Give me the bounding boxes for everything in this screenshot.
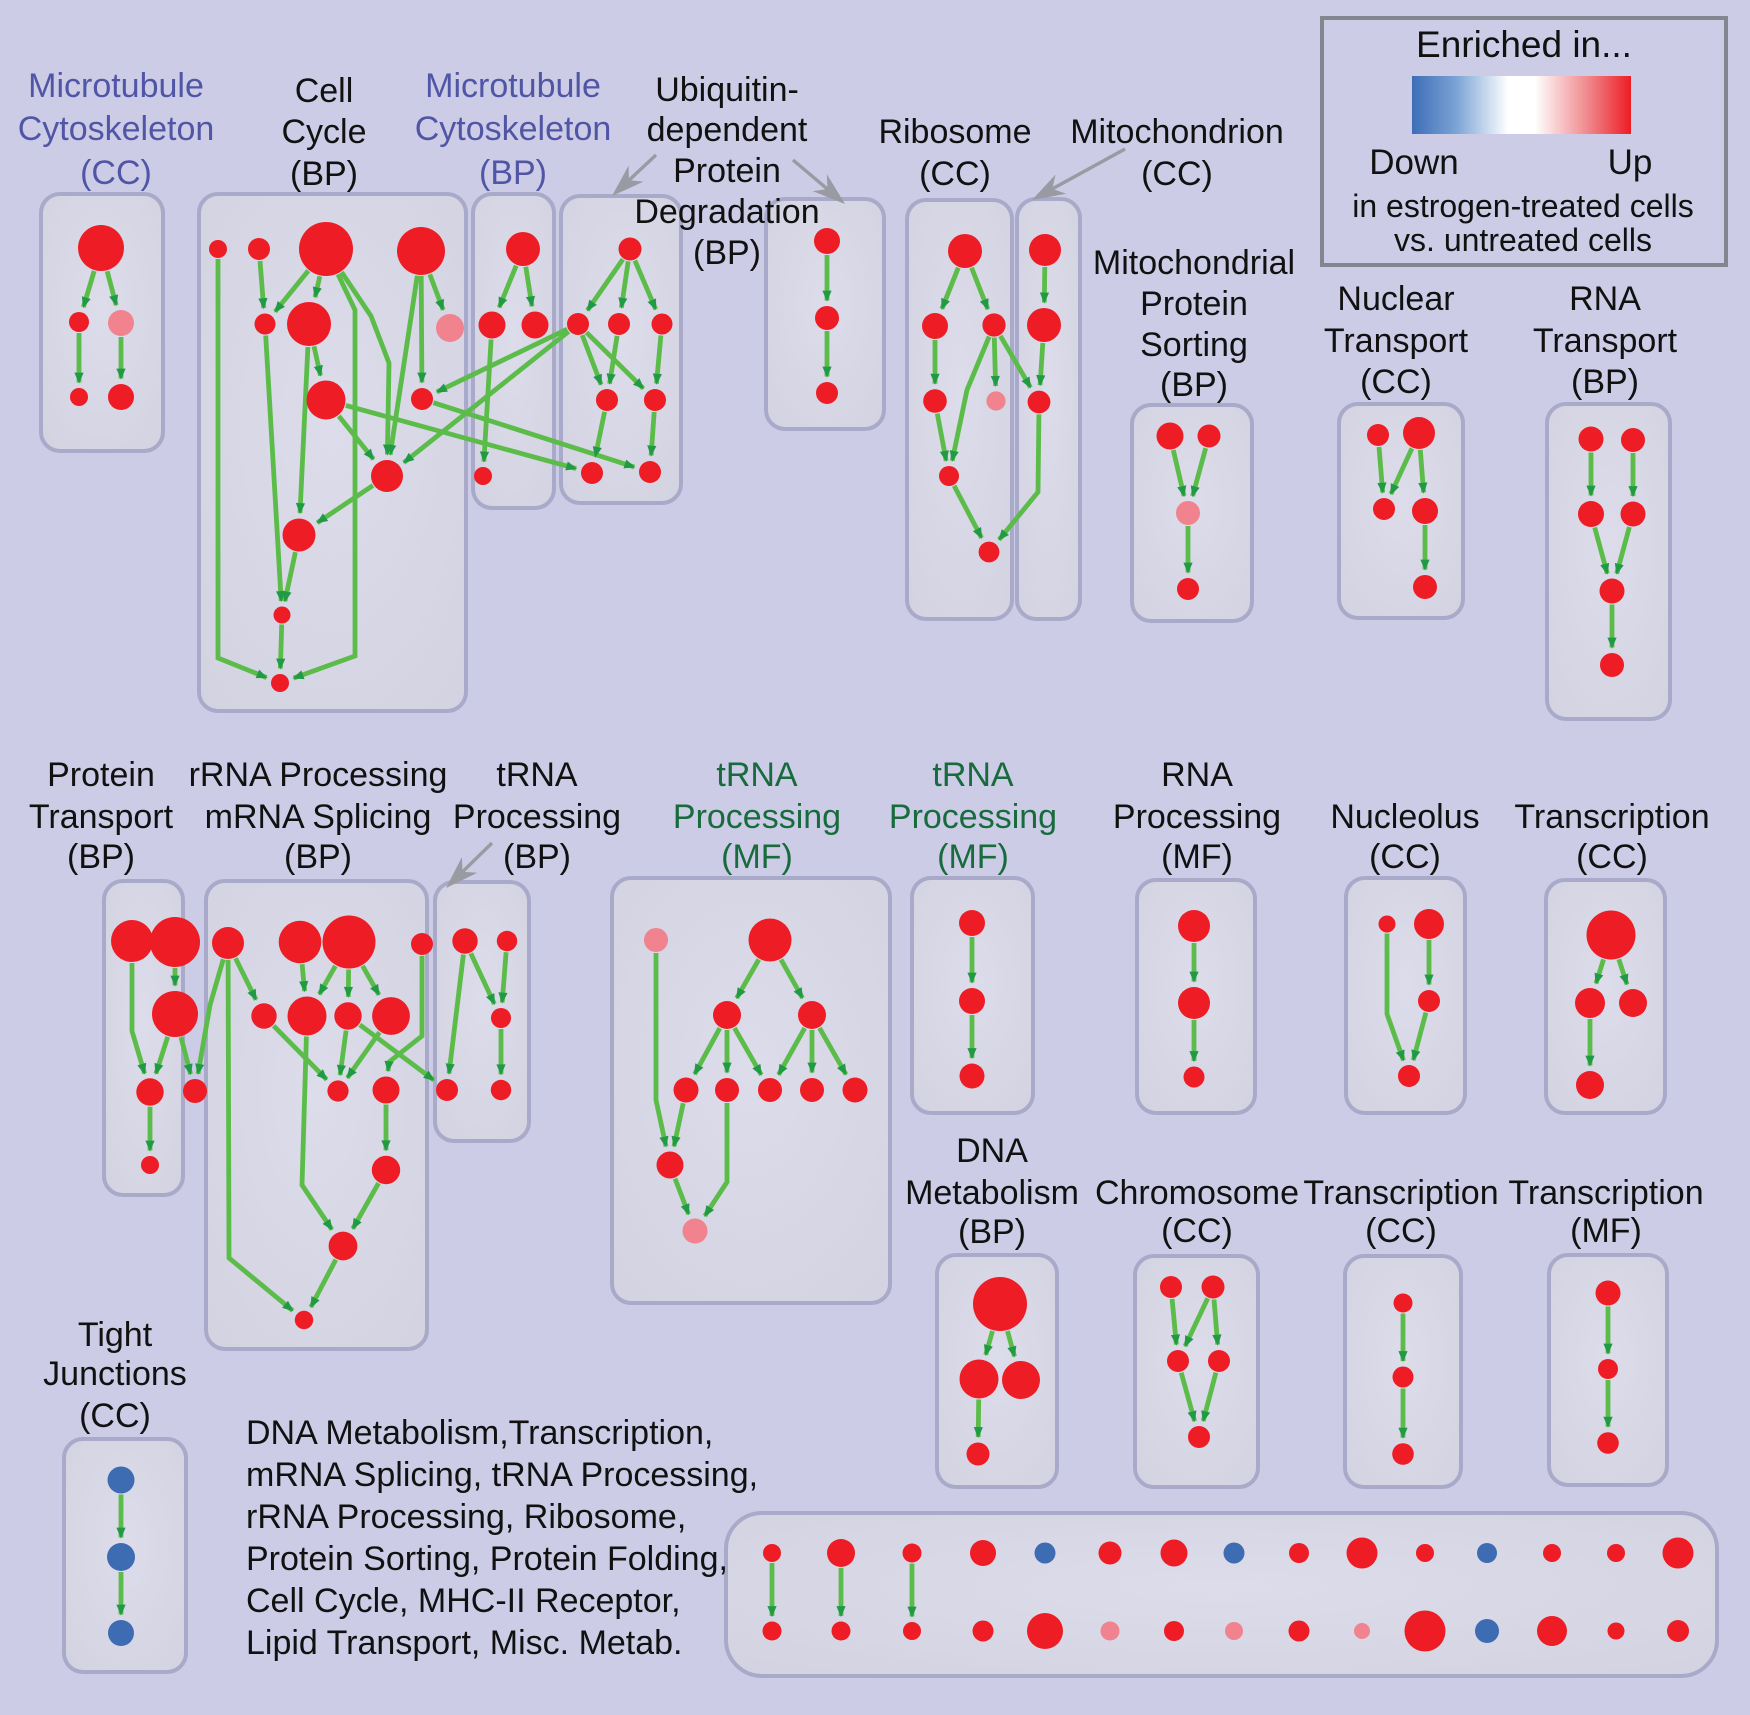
- svg-text:Nucleolus: Nucleolus: [1330, 798, 1479, 836]
- svg-text:(BP): (BP): [693, 234, 761, 272]
- svg-text:(CC): (CC): [1369, 838, 1441, 876]
- svg-text:Sorting: Sorting: [1140, 326, 1248, 364]
- svg-text:(BP): (BP): [1160, 366, 1228, 404]
- svg-text:Ribosome: Ribosome: [878, 113, 1031, 151]
- svg-text:Transcription: Transcription: [1508, 1174, 1703, 1212]
- svg-text:(BP): (BP): [67, 838, 135, 876]
- svg-text:Down: Down: [1369, 143, 1458, 182]
- svg-text:(CC): (CC): [919, 155, 991, 193]
- svg-text:(BP): (BP): [1571, 363, 1639, 401]
- svg-text:(BP): (BP): [958, 1213, 1026, 1251]
- svg-text:Microtubule: Microtubule: [28, 67, 204, 105]
- svg-text:Degradation: Degradation: [634, 193, 819, 231]
- svg-text:(BP): (BP): [284, 838, 352, 876]
- svg-text:Ubiquitin-: Ubiquitin-: [655, 71, 799, 109]
- svg-text:(CC): (CC): [1161, 1212, 1233, 1250]
- svg-text:(BP): (BP): [479, 154, 547, 192]
- svg-text:Tight: Tight: [78, 1316, 153, 1354]
- svg-text:Chromosome: Chromosome: [1095, 1174, 1299, 1212]
- svg-text:Processing: Processing: [673, 798, 841, 836]
- svg-text:DNA Metabolism,Transcription,: DNA Metabolism,Transcription,: [246, 1414, 713, 1452]
- svg-text:Transcription: Transcription: [1303, 1174, 1498, 1212]
- svg-text:tRNA: tRNA: [932, 756, 1014, 794]
- svg-text:(MF): (MF): [1161, 838, 1233, 876]
- svg-text:Junctions: Junctions: [43, 1355, 187, 1393]
- svg-text:Processing: Processing: [889, 798, 1057, 836]
- svg-text:Cycle: Cycle: [281, 113, 366, 151]
- svg-text:Protein: Protein: [1140, 285, 1248, 323]
- svg-text:Transcription: Transcription: [1514, 798, 1709, 836]
- svg-text:(CC): (CC): [80, 154, 152, 192]
- svg-text:RNA: RNA: [1161, 756, 1233, 794]
- svg-text:Metabolism: Metabolism: [905, 1174, 1079, 1212]
- svg-text:dependent: dependent: [647, 111, 808, 149]
- svg-text:Protein Sorting, Protein Foldi: Protein Sorting, Protein Folding,: [246, 1540, 728, 1578]
- svg-text:Processing: Processing: [453, 798, 621, 836]
- svg-text:Up: Up: [1608, 143, 1653, 182]
- svg-text:rRNA Processing: rRNA Processing: [189, 756, 448, 794]
- svg-text:(BP): (BP): [503, 838, 571, 876]
- svg-text:Cell Cycle, MHC-II Receptor,: Cell Cycle, MHC-II Receptor,: [246, 1582, 681, 1620]
- svg-text:Cytoskeleton: Cytoskeleton: [415, 110, 612, 148]
- svg-text:DNA: DNA: [956, 1132, 1028, 1170]
- svg-text:Nuclear: Nuclear: [1337, 280, 1454, 318]
- svg-text:Mitochondrial: Mitochondrial: [1093, 244, 1295, 282]
- svg-text:Cytoskeleton: Cytoskeleton: [18, 110, 215, 148]
- svg-text:(CC): (CC): [1141, 155, 1213, 193]
- svg-text:(BP): (BP): [290, 155, 358, 193]
- svg-text:Cell: Cell: [295, 72, 354, 110]
- svg-text:mRNA Splicing, tRNA Processing: mRNA Splicing, tRNA Processing,: [246, 1456, 758, 1494]
- svg-text:RNA: RNA: [1569, 280, 1641, 318]
- svg-text:Lipid Transport, Misc. Metab.: Lipid Transport, Misc. Metab.: [246, 1624, 683, 1662]
- svg-text:Protein: Protein: [47, 756, 155, 794]
- svg-text:vs. untreated cells: vs. untreated cells: [1394, 222, 1652, 258]
- svg-text:(CC): (CC): [1576, 838, 1648, 876]
- svg-text:(MF): (MF): [937, 838, 1009, 876]
- svg-text:(CC): (CC): [79, 1397, 151, 1435]
- svg-text:mRNA Splicing: mRNA Splicing: [205, 798, 432, 836]
- svg-text:Transport: Transport: [29, 798, 174, 836]
- svg-text:(MF): (MF): [1570, 1212, 1642, 1250]
- svg-text:Enriched in...: Enriched in...: [1416, 24, 1632, 65]
- svg-text:Mitochondrion: Mitochondrion: [1070, 113, 1284, 151]
- svg-text:Processing: Processing: [1113, 798, 1281, 836]
- svg-text:rRNA Processing, Ribosome,: rRNA Processing, Ribosome,: [246, 1498, 686, 1536]
- svg-text:(CC): (CC): [1365, 1212, 1437, 1250]
- svg-text:Transport: Transport: [1533, 322, 1678, 360]
- svg-text:in estrogen-treated cells: in estrogen-treated cells: [1352, 188, 1694, 224]
- svg-text:tRNA: tRNA: [716, 756, 798, 794]
- svg-text:Protein: Protein: [673, 152, 781, 190]
- svg-text:Microtubule: Microtubule: [425, 67, 601, 105]
- svg-text:(MF): (MF): [721, 838, 793, 876]
- svg-text:Transport: Transport: [1324, 322, 1469, 360]
- svg-text:tRNA: tRNA: [496, 756, 578, 794]
- svg-text:(CC): (CC): [1360, 363, 1432, 401]
